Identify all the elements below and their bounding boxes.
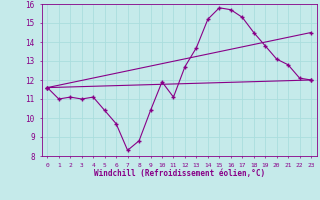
X-axis label: Windchill (Refroidissement éolien,°C): Windchill (Refroidissement éolien,°C) [94, 169, 265, 178]
